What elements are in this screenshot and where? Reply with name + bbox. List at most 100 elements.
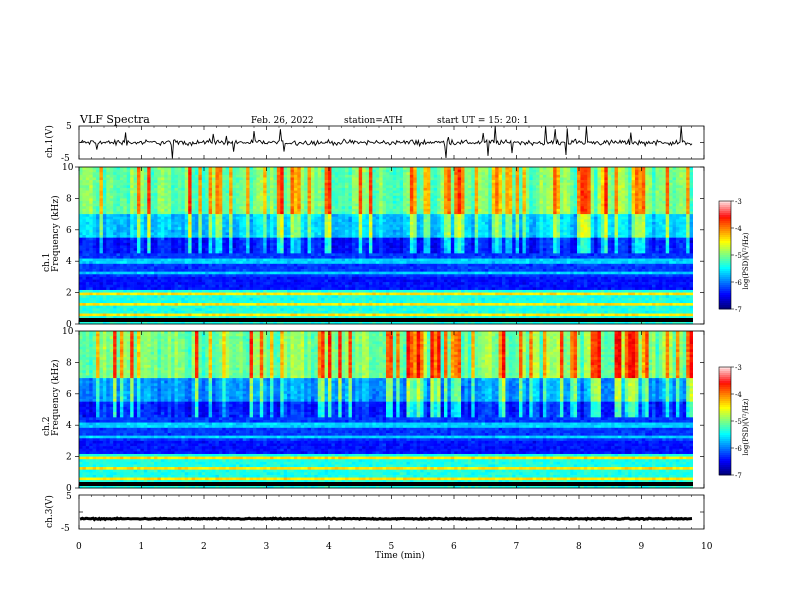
spectrogram-cell [662, 206, 666, 209]
spectrogram-cell [222, 177, 226, 180]
spectrogram-cell [563, 209, 567, 212]
spectrogram-cell [389, 219, 393, 222]
spectrogram-cell [369, 180, 373, 183]
spectrogram-cell [587, 227, 591, 230]
spectrogram-cell [198, 238, 202, 241]
spectrogram-cell [110, 167, 114, 170]
spectrogram-cell [632, 209, 636, 212]
spectrogram-cell [570, 232, 574, 235]
spectrogram-cell [553, 188, 557, 191]
spectrogram-cell [478, 177, 482, 180]
spectrogram-cell [676, 206, 680, 209]
spectrogram-cell [372, 225, 376, 228]
spectrogram-cell [154, 217, 158, 220]
spectrogram-cell [454, 196, 458, 199]
spectrogram-cell [140, 196, 144, 199]
spectrogram-cell [393, 185, 397, 188]
spectrogram-cell [110, 204, 114, 207]
spectrogram-cell [209, 198, 213, 201]
spectrogram-cell [342, 238, 346, 241]
spectrogram-cell [277, 180, 281, 183]
spectrogram-cell [604, 211, 608, 214]
spectrogram-cell [427, 214, 431, 217]
spectrogram-cell [447, 219, 451, 222]
spectrogram-cell [478, 232, 482, 235]
spectrogram-cell [338, 185, 342, 188]
spectrogram-cell [134, 201, 138, 204]
spectrogram-cell [120, 206, 124, 209]
spectrogram-cell [584, 201, 588, 204]
spectrogram-cell [546, 196, 550, 199]
spectrogram-cell [690, 204, 694, 207]
spectrogram-cell [430, 238, 434, 241]
spectrogram-cell [635, 183, 639, 186]
spectrogram-cell [106, 211, 110, 214]
spectrogram-cell [99, 201, 103, 204]
spectrogram-cell [536, 167, 540, 170]
spectrogram-cell [478, 238, 482, 241]
spectrogram-cell [348, 209, 352, 212]
spectrogram-cell [604, 217, 608, 220]
spectrogram-cell [338, 183, 342, 186]
spectrogram-cell [161, 193, 165, 196]
spectrogram-cell [362, 217, 366, 220]
spectrogram-cell [482, 183, 486, 186]
spectrogram-cell [516, 211, 520, 214]
spectrogram-cell [608, 209, 612, 212]
spectrogram-cell [464, 217, 468, 220]
spectrogram-cell [290, 185, 294, 188]
spectrogram-cell [372, 193, 376, 196]
spectrogram-cell [608, 175, 612, 178]
spectrogram-cell [308, 177, 312, 180]
spectrogram-cell [202, 193, 206, 196]
spectrogram-cell [406, 232, 410, 235]
spectrogram-cell [570, 196, 574, 199]
spectrogram-cell [584, 183, 588, 186]
spectrogram-cell [335, 193, 339, 196]
spectrogram-cell [362, 235, 366, 238]
spectrogram-cell [267, 167, 271, 170]
spectrogram-cell [82, 238, 86, 241]
spectrogram-cell [117, 235, 121, 238]
spectrogram-cell [123, 238, 127, 241]
spectrogram-cell [171, 235, 175, 238]
spectrogram-cell [273, 211, 277, 214]
spectrogram-cell [690, 227, 694, 230]
spectrogram-cell [413, 191, 417, 194]
spectrogram-cell [526, 219, 530, 222]
spectrogram-cell [690, 219, 694, 222]
spectrogram-cell [335, 177, 339, 180]
spectrogram-cell [533, 211, 537, 214]
spectrogram-cell [570, 170, 574, 173]
spectrogram-cell [178, 191, 182, 194]
spectrogram-cell [226, 217, 230, 220]
spectrogram-cell [284, 222, 288, 225]
spectrogram-cell [533, 217, 537, 220]
spectrogram-cell [424, 232, 428, 235]
spectrogram-cell [635, 211, 639, 214]
spectrogram-cell [120, 217, 124, 220]
spectrogram-cell [222, 238, 226, 241]
spectrogram-cell [325, 193, 329, 196]
spectrogram-cell [475, 222, 479, 225]
spectrogram-cell [215, 219, 219, 222]
spectrogram-cell [628, 183, 632, 186]
spectrogram-cell [509, 170, 513, 173]
spectrogram-cell [492, 235, 496, 238]
spectrogram-cell [181, 232, 185, 235]
spectrogram-cell [86, 235, 90, 238]
spectrogram-cell [246, 211, 250, 214]
spectrogram-cell [642, 185, 646, 188]
spectrogram-cell [178, 222, 182, 225]
spectrogram-cell [389, 177, 393, 180]
spectrogram-cell [287, 214, 291, 217]
spectrogram-cell [621, 177, 625, 180]
spectrogram-cell [226, 193, 230, 196]
spectrogram-cell [209, 214, 213, 217]
spectrogram-cell [376, 177, 380, 180]
spectrogram-cell [533, 214, 537, 217]
spectrogram-cell [519, 211, 523, 214]
spectrogram-cell [342, 193, 346, 196]
spectrogram-cell [96, 235, 100, 238]
spectrogram-cell [335, 175, 339, 178]
